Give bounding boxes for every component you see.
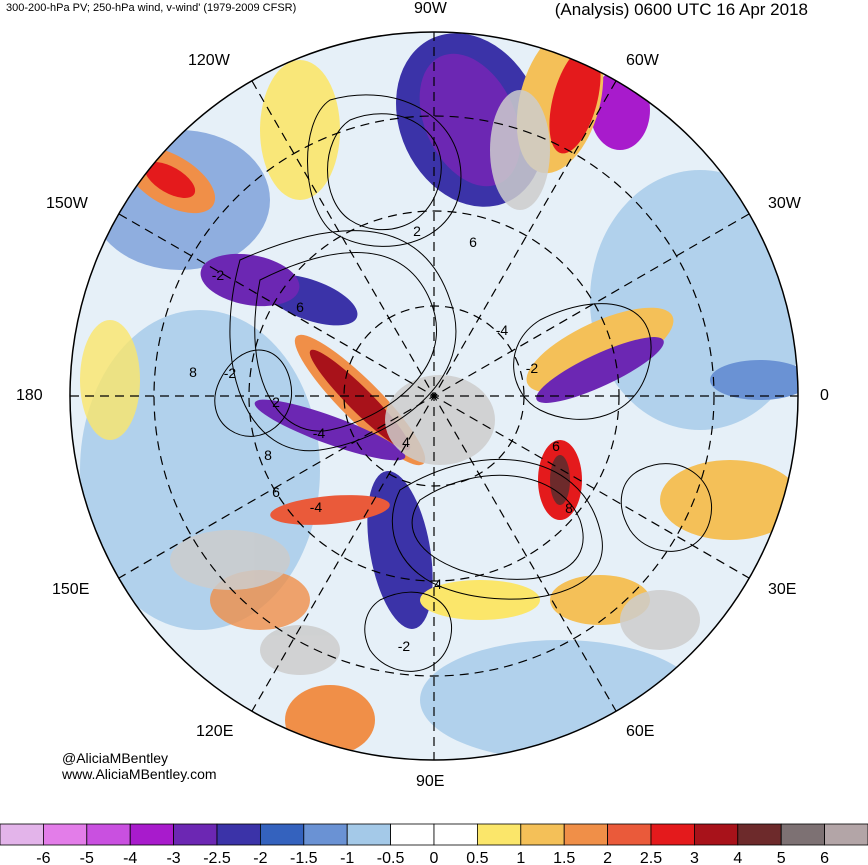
land-masses bbox=[170, 90, 700, 675]
map-disc bbox=[70, 32, 798, 760]
credit-url: www.AliciaMBentley.com bbox=[62, 766, 217, 782]
credit-handle: @AliciaMBentley bbox=[62, 750, 169, 766]
colorbar-label: -1.5 bbox=[290, 850, 318, 865]
longitude-lines bbox=[70, 32, 798, 760]
colorbar-swatch bbox=[86, 823, 131, 846]
contour-label: 4 bbox=[402, 434, 410, 450]
contour-label: -2 bbox=[398, 638, 411, 654]
lon-label-90e: 90E bbox=[416, 773, 445, 790]
colorbar-label: -0.5 bbox=[377, 850, 405, 865]
colorbar-swatch bbox=[303, 823, 348, 846]
colorbar-swatch bbox=[433, 823, 478, 846]
pv-contours bbox=[214, 94, 712, 672]
contour-label: -4 bbox=[310, 499, 323, 515]
colorbar-swatch bbox=[0, 823, 44, 846]
lon-label-0: 0 bbox=[820, 387, 829, 404]
map-title-right: (Analysis) 0600 UTC 16 Apr 2018 bbox=[554, 0, 808, 19]
lon-label-30w: 30W bbox=[768, 195, 801, 212]
colorbar-label: 0 bbox=[430, 850, 439, 865]
contour-label: 2 bbox=[413, 223, 421, 239]
map-boundary bbox=[69, 31, 799, 761]
colorbar-swatch bbox=[607, 823, 652, 846]
contour-label: 6 bbox=[272, 484, 280, 500]
polar-map: 2 4 6 8 -2 -4 -2 6 8 4 -2 6 -4 -2 2 6 8 -4 bbox=[69, 31, 799, 761]
contour-label: 2 bbox=[272, 394, 280, 410]
colorbar-label: 3 bbox=[690, 850, 699, 865]
lon-label-150w: 150W bbox=[46, 195, 88, 212]
colorbar-swatch bbox=[694, 823, 739, 846]
colorbar-label: -4 bbox=[123, 850, 137, 865]
colorbar-swatch bbox=[129, 823, 174, 846]
contour-label: -2 bbox=[212, 267, 225, 283]
colorbar-label: 6 bbox=[820, 850, 829, 865]
colorbar-swatch bbox=[780, 823, 826, 846]
contour-label: 4 bbox=[434, 576, 442, 592]
colorbar-swatch bbox=[346, 823, 392, 846]
contour-label: 8 bbox=[565, 500, 573, 516]
colorbar-label: 4 bbox=[733, 850, 742, 865]
colorbar-swatch bbox=[259, 823, 305, 846]
colorbar-label: -3 bbox=[166, 850, 180, 865]
contour-label: -2 bbox=[224, 365, 237, 381]
contour-label: -4 bbox=[496, 322, 509, 338]
colorbar-label: -5 bbox=[80, 850, 94, 865]
map-title-left: 300-200-hPa PV; 250-hPa wind, v-wind' (1… bbox=[6, 2, 297, 14]
contour-label: 6 bbox=[296, 299, 304, 315]
lon-label-180: 180 bbox=[16, 387, 43, 404]
colorbar-label: 2 bbox=[603, 850, 612, 865]
colorbar-label: 2.5 bbox=[640, 850, 662, 865]
colorbar-swatch bbox=[520, 823, 565, 846]
colorbar: -6 -5 -4 -3 -2.5 -2 -1.5 -1 -0.5 0 0.5 1 1.5 2 2.5 3 4 5 6 bbox=[0, 823, 868, 865]
lon-label-120w: 120W bbox=[188, 52, 230, 69]
colorbar-swatch bbox=[43, 823, 88, 846]
colorbar-swatch bbox=[824, 823, 868, 846]
contour-label: 8 bbox=[264, 447, 272, 463]
colorbar-label: 1 bbox=[516, 850, 525, 865]
colorbar-swatch bbox=[390, 823, 435, 846]
colorbar-swatch bbox=[737, 823, 782, 846]
contour-label: -2 bbox=[526, 360, 539, 376]
colorbar-swatch bbox=[216, 823, 261, 846]
colorbar-label: 0.5 bbox=[466, 850, 488, 865]
colorbar-swatch bbox=[173, 823, 218, 846]
contour-label: 6 bbox=[469, 234, 477, 250]
contour-label: 8 bbox=[189, 364, 197, 380]
colorbar-label: -1 bbox=[340, 850, 354, 865]
colorbar-label: -6 bbox=[36, 850, 50, 865]
colorbar-label: -2 bbox=[253, 850, 267, 865]
lon-label-60e: 60E bbox=[626, 723, 655, 740]
contour-labels: 2 4 6 8 -2 -4 -2 6 8 4 -2 6 -4 -2 2 6 8 -4 bbox=[189, 223, 573, 654]
lon-label-90w: 90W bbox=[414, 0, 447, 17]
colorbar-label: -2.5 bbox=[203, 850, 231, 865]
contour-label: 6 bbox=[552, 438, 560, 454]
lon-label-120e: 120E bbox=[196, 723, 234, 740]
colorbar-swatch bbox=[650, 823, 695, 846]
contour-label: -4 bbox=[313, 425, 326, 441]
colorbar-swatch bbox=[476, 823, 522, 846]
colorbar-label: 5 bbox=[777, 850, 786, 865]
colorbar-label: 1.5 bbox=[553, 850, 575, 865]
colorbar-swatch bbox=[563, 823, 609, 846]
lon-label-30e: 30E bbox=[768, 581, 797, 598]
lon-label-150e: 150E bbox=[52, 581, 90, 598]
lon-label-60w: 60W bbox=[626, 52, 659, 69]
